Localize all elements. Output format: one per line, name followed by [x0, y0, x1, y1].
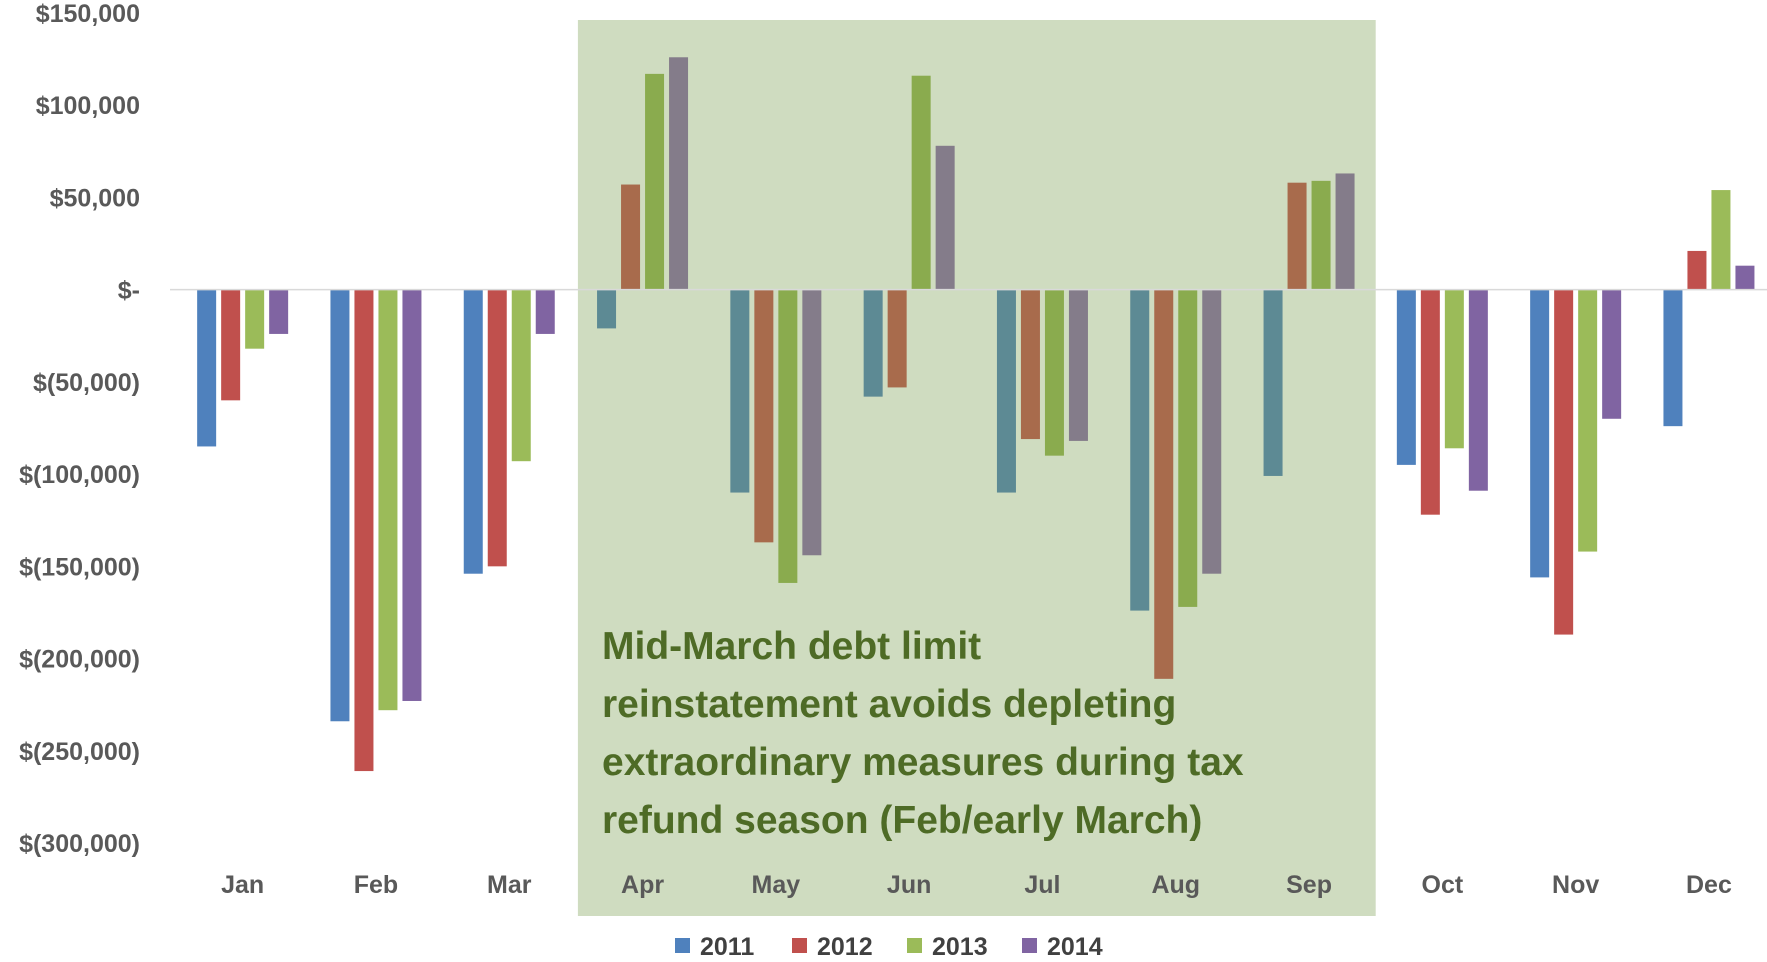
bars — [197, 57, 1755, 772]
y-tick-label: $(150,000) — [19, 553, 140, 581]
bar-2014-aug — [1202, 289, 1222, 574]
bar-2011-jan — [197, 289, 217, 447]
y-tick-label: $(250,000) — [19, 738, 140, 766]
y-tick-label: $(50,000) — [33, 369, 140, 397]
bar-2013-oct — [1444, 289, 1464, 449]
bar-2014-nov — [1602, 289, 1622, 419]
bar-2014-dec — [1735, 265, 1755, 290]
y-tick-label: $- — [118, 277, 140, 305]
bar-2014-oct — [1468, 289, 1488, 491]
annotation-line: refund season (Feb/early March) — [602, 799, 1203, 842]
y-tick-label: $(100,000) — [19, 461, 140, 489]
bar-2014-jul — [1068, 289, 1088, 441]
bar-2014-jun — [935, 145, 955, 290]
legend-swatch — [1022, 938, 1037, 953]
bar-2013-dec — [1711, 190, 1731, 290]
x-tick-label: Mar — [487, 871, 532, 899]
x-tick-label: May — [752, 871, 801, 899]
legend-label: 2013 — [932, 933, 988, 961]
bar-2012-mar — [487, 289, 507, 567]
bar-2014-sep — [1335, 173, 1355, 290]
bar-2013-jan — [245, 289, 265, 349]
bar-2011-sep — [1263, 289, 1283, 476]
bar-2012-oct — [1420, 289, 1440, 515]
bar-2013-may — [778, 289, 798, 583]
bar-2012-dec — [1687, 250, 1707, 290]
bar-2013-sep — [1311, 180, 1331, 290]
legend-label: 2011 — [700, 933, 754, 961]
x-tick-label: Oct — [1422, 871, 1464, 899]
annotation-line: Mid-March debt limit — [602, 625, 982, 668]
legend-label: 2012 — [817, 933, 873, 961]
highlight-annotation: Mid-March debt limit reinstatement avoid… — [602, 618, 1342, 850]
y-tick-label: $150,000 — [36, 0, 140, 28]
bar-2013-nov — [1578, 289, 1598, 552]
x-tick-label: Nov — [1552, 871, 1599, 899]
bar-2012-jul — [1020, 289, 1040, 440]
legend-swatch — [907, 938, 922, 953]
bar-2014-mar — [535, 289, 555, 334]
bar-2013-apr — [645, 73, 665, 290]
bar-2013-mar — [511, 289, 531, 462]
bar-2012-jun — [887, 289, 907, 388]
y-tick-label: $50,000 — [50, 184, 140, 212]
y-tick-label: $100,000 — [36, 92, 140, 120]
bar-2013-aug — [1178, 289, 1198, 607]
bar-2011-jun — [863, 289, 883, 397]
bar-2011-feb — [330, 289, 350, 722]
legend-swatch — [792, 938, 807, 953]
bar-2014-apr — [669, 57, 689, 290]
bar-2011-nov — [1530, 289, 1550, 578]
legend-swatch — [675, 938, 690, 953]
y-axis: $150,000 $100,000 $50,000 $- $(50,000) $(100,… — [19, 0, 140, 858]
highlight-band — [577, 20, 1376, 916]
legend: 2011 2012 2013 2014 — [675, 933, 1103, 961]
bar-2011-may — [730, 289, 750, 493]
bar-2012-sep — [1287, 182, 1307, 290]
legend-label: 2014 — [1047, 933, 1103, 961]
bar-2014-jan — [269, 289, 289, 334]
y-tick-label: $(200,000) — [19, 646, 140, 674]
annotation-line: reinstatement avoids depleting — [602, 683, 1177, 726]
bar-2011-mar — [463, 289, 483, 574]
bar-2012-feb — [354, 289, 374, 772]
bar-2011-aug — [1130, 289, 1150, 611]
bar-2011-dec — [1663, 289, 1683, 427]
bar-2012-may — [754, 289, 774, 543]
annotation-line: extraordinary measures during tax — [602, 741, 1244, 784]
x-tick-label: Feb — [354, 871, 398, 899]
bar-2012-jan — [221, 289, 241, 401]
x-tick-label: Jan — [221, 871, 264, 899]
x-axis: Jan Feb Mar Apr May Jun Jul Aug Sep Oct Nov Dec — [221, 871, 1732, 899]
bar-2011-apr — [597, 289, 617, 329]
bar-2014-feb — [402, 289, 422, 701]
x-tick-label: Dec — [1686, 871, 1732, 899]
bar-2011-oct — [1396, 289, 1416, 465]
bar-2013-feb — [378, 289, 398, 711]
bar-2012-aug — [1154, 289, 1174, 679]
bar-2013-jun — [911, 75, 931, 290]
x-tick-label: Apr — [621, 871, 664, 899]
bar-2012-nov — [1554, 289, 1574, 635]
bar-2011-jul — [996, 289, 1016, 493]
y-tick-label: $(300,000) — [19, 830, 140, 858]
x-tick-label: Aug — [1151, 871, 1200, 899]
bar-2014-may — [802, 289, 822, 556]
x-tick-label: Jun — [887, 871, 931, 899]
bar-2012-apr — [621, 184, 641, 290]
x-tick-label: Jul — [1024, 871, 1060, 899]
bar-2013-jul — [1044, 289, 1064, 456]
x-tick-label: Sep — [1286, 871, 1332, 899]
